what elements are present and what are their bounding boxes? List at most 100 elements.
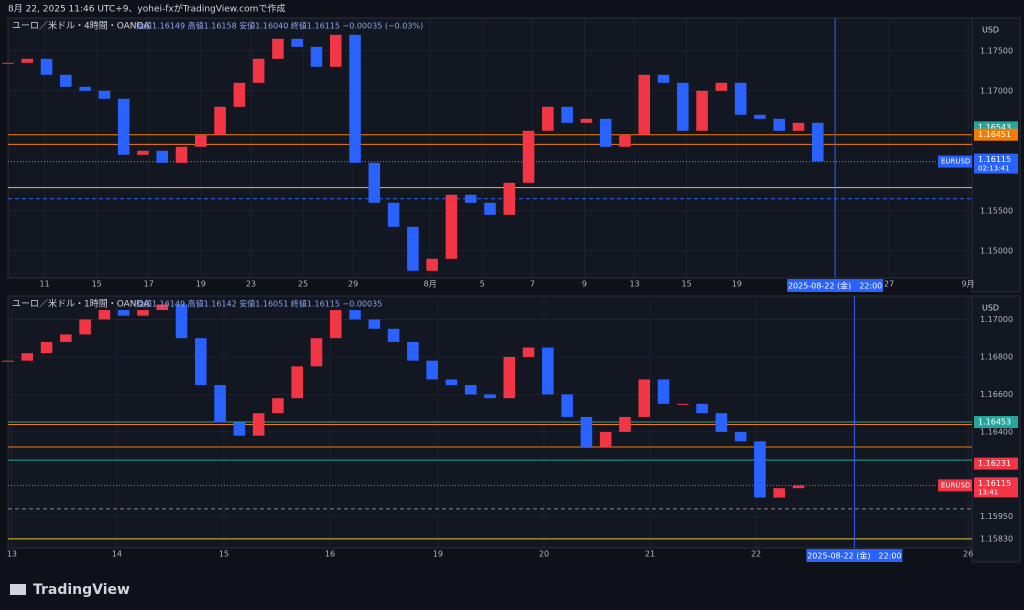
candle (426, 360, 438, 380)
x-tick-label: 13 (7, 550, 17, 559)
price-tag-label: 1.16543 (978, 123, 1011, 132)
x-tick-label: 27 (884, 280, 894, 289)
x-tick-label: 15 (219, 550, 229, 559)
chart-title: ユーロ／米ドル・1時間・OANDA (12, 298, 150, 310)
candle (503, 356, 516, 399)
last-timer: 02:13:41 (978, 165, 1009, 173)
last-price: 1.16115 (978, 479, 1011, 488)
candle (98, 310, 111, 320)
candle (252, 58, 265, 83)
y-tick-label: 1.15950 (980, 512, 1013, 521)
y-tick-label: 1.15500 (980, 206, 1013, 215)
candle (619, 134, 631, 147)
candle (310, 46, 323, 67)
candle (773, 488, 785, 498)
x-tick-label: 29 (348, 280, 358, 289)
x-tick-label: 19 (732, 280, 742, 289)
price-tag-label: 1.16451 (978, 130, 1011, 139)
candle (715, 82, 728, 91)
candle (426, 258, 438, 271)
candle (291, 38, 303, 47)
candle (137, 310, 149, 316)
candle (734, 431, 747, 442)
candle (21, 353, 34, 361)
price-tag (974, 457, 1018, 470)
candle (329, 310, 342, 339)
candle (349, 34, 361, 163)
candle (599, 431, 612, 447)
header: 8月 22, 2025 11:46 UTC+9、yohei-fxがTrading… (8, 3, 285, 15)
candle (561, 106, 573, 123)
candle (580, 118, 593, 123)
candle (156, 150, 169, 163)
candle (696, 90, 708, 131)
candle (580, 416, 593, 447)
x-tick-label: 7 (530, 280, 535, 289)
candle (464, 194, 477, 203)
candle (619, 416, 631, 432)
y-tick-label: 1.17000 (980, 86, 1013, 95)
candle (387, 202, 400, 227)
x-tick-label: 26 (963, 550, 973, 559)
candle (542, 347, 554, 395)
candle (272, 38, 284, 59)
x-tick-label: 25 (298, 280, 308, 289)
currency: USD (982, 26, 999, 35)
candle (561, 394, 573, 417)
ohlc: 始値1.16149 高値1.16142 安値1.16051 終値1.16115 … (136, 299, 382, 309)
candle (484, 202, 496, 215)
candle (503, 182, 516, 215)
chart-title: ユーロ／米ドル・4時間・OANDA (12, 20, 150, 32)
y-tick-label: 1.16400 (980, 427, 1013, 436)
x-tick-label: 16 (325, 550, 335, 559)
x-tick-label: 21 (645, 550, 655, 559)
y-tick-label: 1.15000 (980, 246, 1013, 255)
x-tick-label: 13 (630, 280, 640, 289)
candle (754, 441, 766, 498)
candle (98, 90, 111, 99)
candle (310, 338, 323, 367)
price-axis (971, 295, 1021, 563)
candle (252, 413, 265, 436)
candle (195, 134, 207, 147)
last-timer: 13:41 (978, 488, 998, 496)
candle (484, 394, 496, 399)
candle (137, 150, 149, 155)
symbol-label: EURUSD (941, 481, 970, 489)
x-tick-label: 22 (751, 550, 761, 559)
candle (677, 82, 689, 131)
x-tick-label: 14 (112, 550, 122, 559)
x-tick-label: 8月 (424, 280, 437, 289)
candle (156, 304, 169, 311)
candle (79, 86, 91, 91)
x-tick-label: 9月 (962, 280, 975, 289)
candle (542, 106, 554, 131)
last-tag (974, 153, 1018, 174)
candle (696, 403, 708, 414)
candle (329, 34, 342, 67)
candle (368, 319, 381, 329)
candle (522, 130, 535, 183)
price-tag (974, 128, 1018, 141)
y-tick-label: 1.17000 (980, 315, 1013, 324)
currency: USD (982, 304, 999, 313)
candle (657, 74, 670, 83)
candle (754, 114, 766, 119)
candle (773, 118, 785, 131)
candle (792, 485, 805, 489)
candle (60, 334, 72, 342)
brand: TradingView (33, 582, 130, 598)
candle (349, 310, 361, 320)
last-tag (974, 477, 1018, 498)
cursor-box (806, 549, 903, 562)
x-tick-label: 19 (196, 280, 206, 289)
candle (407, 341, 419, 361)
candle (175, 304, 188, 339)
candle (638, 74, 651, 135)
symbol-label: EURUSD (941, 158, 970, 166)
candle (677, 403, 689, 405)
candle (638, 379, 651, 417)
candle (291, 366, 303, 399)
x-tick-label: 20 (539, 550, 549, 559)
x-tick-label: 15 (682, 280, 692, 289)
